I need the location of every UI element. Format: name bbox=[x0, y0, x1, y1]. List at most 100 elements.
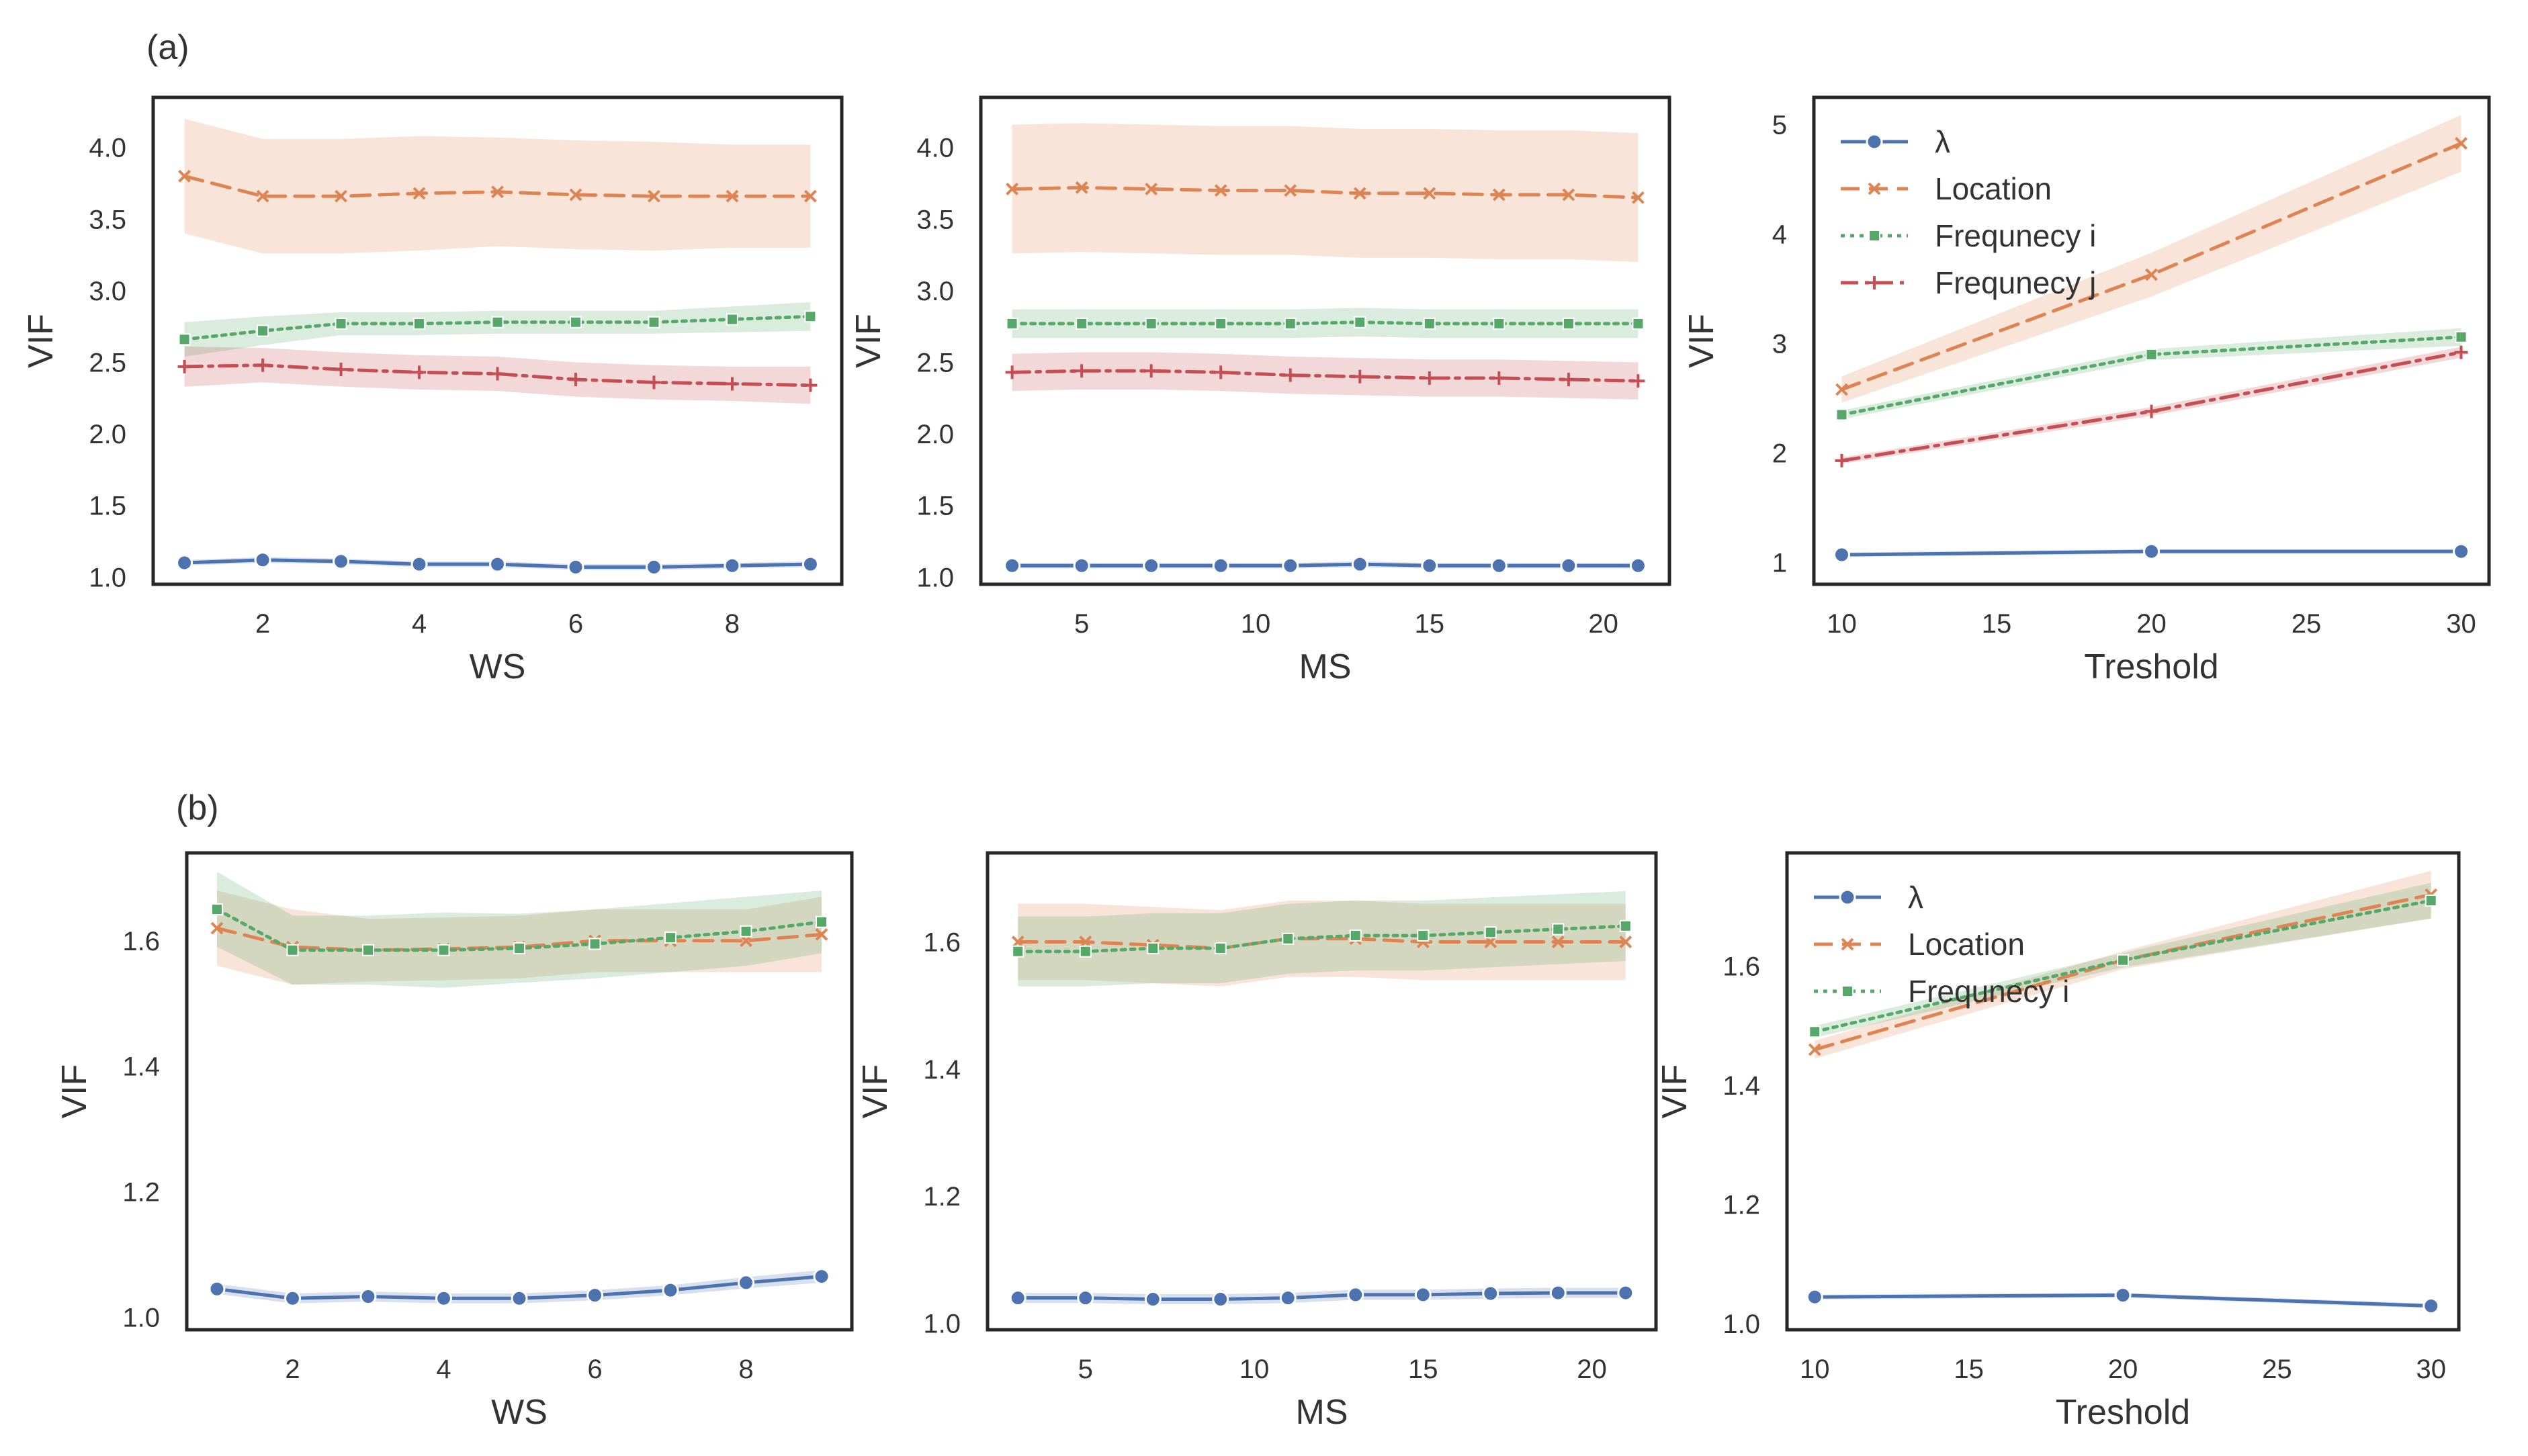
point-lambda bbox=[1347, 1286, 1364, 1304]
legend: λ Location Frequnecy i Frequnecy j bbox=[1841, 124, 2096, 300]
y-tick-label: 2.5 bbox=[89, 348, 126, 377]
series-line-location bbox=[1016, 937, 1628, 950]
point-lambda bbox=[2453, 543, 2470, 560]
series-line-location bbox=[215, 926, 824, 952]
panel-label-b: (b) bbox=[176, 788, 219, 827]
point-lambda bbox=[1212, 557, 1229, 574]
y-tick-label: 1.0 bbox=[916, 563, 954, 592]
point-freq_j bbox=[2144, 404, 2159, 418]
point-freq_i bbox=[1835, 408, 1848, 421]
series-line-freq_i bbox=[1016, 924, 1628, 954]
point-location bbox=[1353, 187, 1366, 200]
point-location bbox=[1423, 187, 1436, 200]
x-axis-label: Treshold bbox=[2084, 647, 2218, 686]
point-lambda bbox=[1617, 1284, 1635, 1302]
legend: λ Location Frequnecy i bbox=[1814, 880, 2069, 1009]
point-lambda bbox=[254, 551, 271, 569]
x-tick-label: 10 bbox=[1241, 609, 1271, 639]
y-axis-label: VIF bbox=[21, 314, 60, 368]
y-tick-label: 1.0 bbox=[923, 1310, 961, 1339]
point-freq_j bbox=[177, 359, 191, 373]
point-lambda bbox=[1833, 546, 1850, 563]
point-freq_j bbox=[412, 365, 427, 379]
axes-frame bbox=[986, 851, 1658, 1332]
y-tick-label: 4 bbox=[1772, 220, 1787, 250]
point-freq_i bbox=[1076, 317, 1088, 330]
point-lambda bbox=[1629, 557, 1647, 574]
y-tick-label: 3.0 bbox=[89, 277, 126, 306]
point-freq_j bbox=[568, 373, 582, 387]
y-tick-label: 1.2 bbox=[1723, 1191, 1760, 1220]
point-freq_i bbox=[740, 925, 752, 938]
point-lambda bbox=[1414, 1286, 1432, 1304]
y-tick-label: 2 bbox=[1772, 439, 1787, 468]
y-tick-label: 1.0 bbox=[89, 563, 126, 592]
chart-b-ms: 5 10 15 20 1.0 1.2 1.4 1.6 MS VIF bbox=[856, 851, 1658, 1432]
point-lambda bbox=[1077, 1289, 1094, 1307]
point-location bbox=[210, 921, 224, 935]
legend-label-freq_i: Frequnecy i bbox=[1935, 218, 2096, 253]
x-axis-label: MS bbox=[1299, 647, 1352, 686]
point-freq_i bbox=[491, 316, 504, 328]
y-tick-label: 1.0 bbox=[122, 1303, 160, 1332]
point-location bbox=[1808, 1043, 1821, 1056]
y-tick-label: 3.5 bbox=[89, 205, 126, 234]
point-freq_i bbox=[1619, 919, 1632, 932]
point-lambda bbox=[1351, 555, 1368, 573]
point-lambda bbox=[2114, 1287, 2132, 1304]
point-location bbox=[2145, 268, 2158, 281]
legend-label-freq_i: Frequnecy i bbox=[1908, 974, 2069, 1009]
y-tick-label: 1.0 bbox=[1723, 1310, 1760, 1339]
point-freq_j bbox=[490, 367, 505, 381]
point-lambda bbox=[359, 1287, 377, 1305]
point-freq_j bbox=[1005, 365, 1019, 379]
point-freq_i bbox=[2117, 954, 2129, 966]
series-line-freq_i bbox=[1813, 899, 2433, 1034]
point-lambda bbox=[1004, 557, 1021, 574]
point-location bbox=[1619, 936, 1632, 948]
y-tick-label: 3 bbox=[1772, 330, 1787, 359]
point-freq_i bbox=[1012, 945, 1025, 958]
point-freq_i bbox=[1006, 317, 1018, 330]
point-freq_i bbox=[1632, 317, 1645, 330]
x-tick-label: 20 bbox=[2108, 1355, 2138, 1384]
band-location bbox=[1018, 901, 1626, 987]
point-lambda bbox=[567, 558, 584, 576]
y-tick-label: 1.4 bbox=[1723, 1071, 1760, 1101]
point-location bbox=[1145, 183, 1158, 195]
point-freq_i bbox=[1145, 317, 1158, 330]
point-freq_j bbox=[1561, 373, 1575, 387]
point-freq_i bbox=[1808, 1026, 1821, 1038]
point-lambda bbox=[410, 555, 428, 573]
point-location bbox=[1214, 184, 1227, 197]
plot-area bbox=[1009, 891, 1635, 1308]
point-location bbox=[1284, 184, 1297, 197]
point-lambda bbox=[645, 558, 662, 576]
y-tick-label: 1 bbox=[1772, 548, 1787, 578]
point-lambda bbox=[586, 1287, 603, 1304]
point-freq_i bbox=[1484, 926, 1497, 939]
point-location bbox=[178, 169, 191, 183]
point-location bbox=[569, 188, 582, 201]
band-freq_i bbox=[1841, 328, 2461, 419]
point-lambda bbox=[1421, 557, 1438, 574]
x-tick-label: 15 bbox=[1982, 609, 2012, 639]
x-tick-label: 5 bbox=[1078, 1355, 1093, 1384]
point-freq_i bbox=[664, 931, 677, 944]
point-freq_i bbox=[1079, 945, 1092, 958]
y-axis-label: VIF bbox=[1655, 1064, 1694, 1119]
band-location bbox=[1841, 115, 2461, 403]
x-tick-label: 20 bbox=[1588, 609, 1618, 639]
y-tick-label: 2.0 bbox=[89, 420, 126, 449]
band-location bbox=[217, 891, 822, 985]
point-freq_i bbox=[1562, 317, 1575, 330]
point-freq_i bbox=[816, 915, 828, 928]
point-lambda bbox=[489, 555, 506, 573]
point-lambda bbox=[435, 1289, 452, 1307]
point-location bbox=[2455, 137, 2468, 150]
x-tick-label: 6 bbox=[568, 609, 583, 639]
point-freq_i bbox=[1215, 317, 1227, 330]
point-lambda bbox=[1482, 1285, 1499, 1302]
x-tick-label: 10 bbox=[1827, 609, 1857, 639]
point-location bbox=[335, 189, 347, 203]
